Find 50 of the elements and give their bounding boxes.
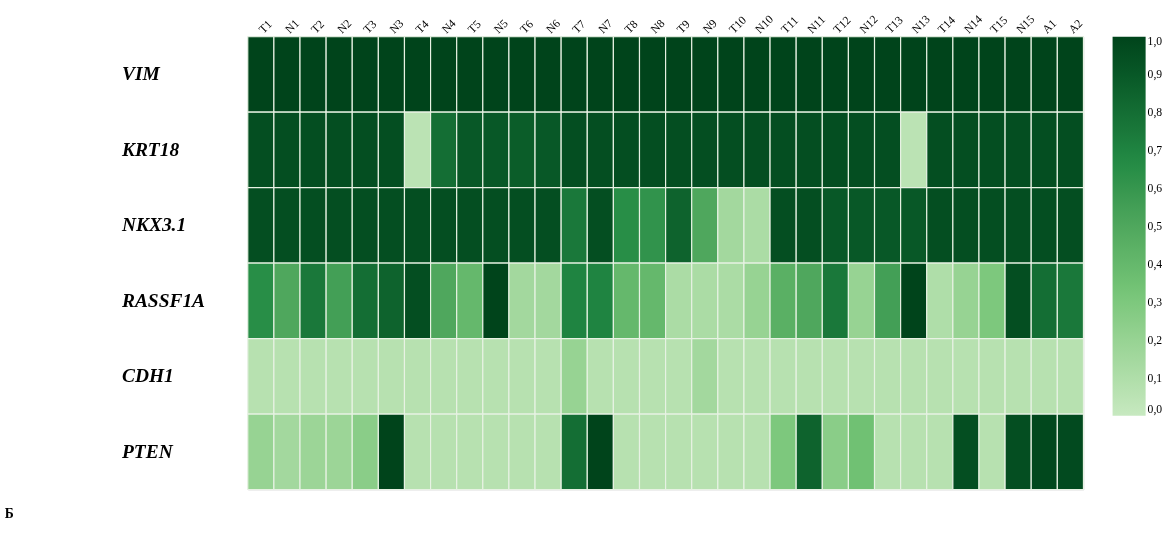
x-tick-label: N12 bbox=[857, 12, 881, 37]
color-bar-label: 0,2 bbox=[1147, 333, 1163, 347]
x-tick-label: T4 bbox=[413, 17, 432, 37]
color-bar-label: 0,8 bbox=[1147, 106, 1163, 120]
y-tick-label: CDH1 bbox=[121, 365, 174, 387]
x-tick-label: N3 bbox=[387, 16, 407, 37]
x-tick-label: N9 bbox=[700, 16, 720, 37]
x-tick-label: N5 bbox=[491, 16, 511, 37]
x-tick-label: T6 bbox=[517, 17, 537, 37]
x-tick-label: N7 bbox=[596, 16, 616, 37]
x-tick-label: T15 bbox=[987, 13, 1011, 37]
x-tick-label: N13 bbox=[909, 12, 933, 37]
color-bar-label: 0,6 bbox=[1147, 182, 1163, 196]
x-tick-label: T3 bbox=[360, 17, 380, 37]
x-tick-label: T9 bbox=[674, 17, 693, 37]
x-tick-label: N1 bbox=[282, 16, 303, 37]
color-bar-label: 0,7 bbox=[1147, 144, 1163, 158]
x-tick-label: T7 bbox=[569, 17, 589, 37]
x-tick-label: T2 bbox=[308, 17, 328, 37]
x-tick-label: T12 bbox=[831, 13, 854, 37]
x-tick-label: A2 bbox=[1066, 16, 1086, 37]
y-tick-label: KRT18 bbox=[120, 138, 180, 160]
x-tick-label: T8 bbox=[622, 17, 641, 37]
x-tick-label: T1 bbox=[256, 17, 275, 37]
x-tick-label: A1 bbox=[1039, 16, 1060, 37]
y-tick-label: NKX3.1 bbox=[120, 214, 187, 236]
x-tick-label: T14 bbox=[935, 13, 959, 37]
y-tick-label: VIM bbox=[121, 63, 161, 85]
color-bar-label: 1,0 bbox=[1147, 35, 1163, 49]
x-tick-label: N14 bbox=[961, 12, 986, 37]
x-tick-label: T10 bbox=[726, 13, 750, 37]
color-bar-label: 0,9 bbox=[1147, 68, 1163, 82]
color-bar-label: 0,4 bbox=[1147, 257, 1163, 271]
y-tick-label: RASSF1A bbox=[120, 289, 206, 311]
x-tick-label: N6 bbox=[543, 16, 564, 37]
x-tick-label: T13 bbox=[883, 13, 906, 37]
x-tick-label: T11 bbox=[778, 13, 802, 37]
x-tick-label: N11 bbox=[804, 13, 829, 37]
y-tick-label: PTEN bbox=[120, 440, 174, 462]
color-bar-label: 0,0 bbox=[1147, 402, 1163, 416]
x-tick-label: N8 bbox=[648, 16, 668, 37]
x-tick-label: N15 bbox=[1013, 12, 1038, 37]
x-tick-label: T5 bbox=[465, 17, 484, 37]
x-tick-label: N4 bbox=[439, 16, 459, 37]
text: Б bbox=[4, 506, 14, 522]
color-bar-label: 0,1 bbox=[1147, 371, 1163, 385]
color-bar-label: 0,3 bbox=[1147, 295, 1163, 309]
x-tick-label: N2 bbox=[334, 16, 355, 37]
x-tick-label: N10 bbox=[752, 12, 777, 37]
color-bar-label: 0,5 bbox=[1147, 220, 1163, 234]
